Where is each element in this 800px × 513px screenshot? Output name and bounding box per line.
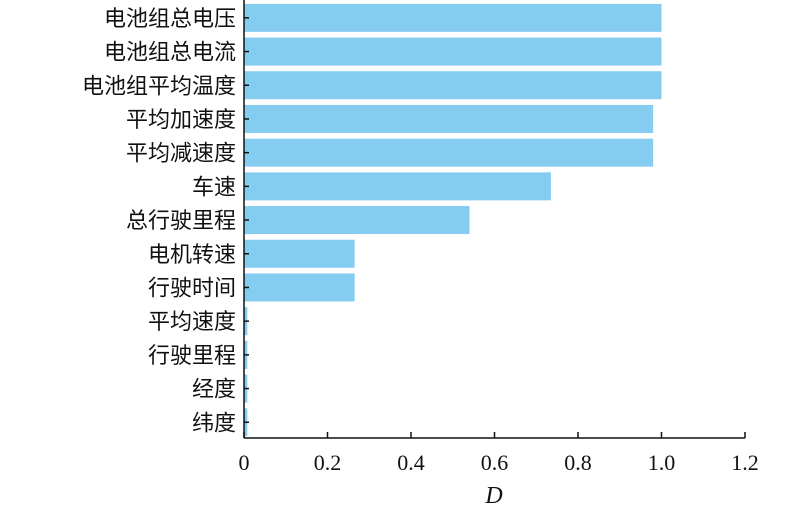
category-label-1: 电池组总电压 (104, 7, 236, 32)
x-ticks-group: 0 0.2 0.4 0.6 0.8 1.0 1.2 (239, 17, 759, 475)
x-tick-label-3: 0.4 (397, 450, 425, 475)
bar-4 (244, 104, 654, 133)
x-tick-label-4: 0.6 (481, 450, 509, 475)
x-tick-label-7: 1.2 (731, 450, 759, 475)
x-tick-label-6: 1.0 (648, 450, 676, 475)
category-labels-group: 电池组总电压电池组总电流电池组平均温度平均加速度平均减速度车速总行驶里程电机转速… (82, 7, 236, 436)
bar-5 (244, 138, 654, 167)
bar-8 (244, 239, 355, 268)
bar-6 (244, 172, 551, 201)
category-label-2: 电池组总电流 (104, 41, 236, 66)
bar-3 (244, 71, 662, 100)
bar-2 (244, 37, 662, 66)
bar-1 (244, 3, 662, 32)
x-tick-label-5: 0.8 (564, 450, 592, 475)
bar-9 (244, 273, 355, 302)
x-axis-title: D (484, 483, 502, 509)
category-label-5: 平均减速度 (126, 142, 236, 167)
category-label-10: 平均速度 (148, 310, 236, 335)
category-label-3: 电池组平均温度 (82, 74, 236, 99)
category-label-8: 电机转速 (148, 243, 236, 268)
x-tick-label-2: 0.2 (314, 450, 342, 475)
category-label-4: 平均加速度 (126, 108, 236, 133)
category-label-6: 车速 (192, 175, 236, 200)
bar-7 (244, 206, 470, 235)
category-label-12: 经度 (192, 378, 236, 403)
bars-group (244, 3, 662, 437)
category-label-9: 行驶时间 (148, 276, 236, 301)
category-label-7: 总行驶里程 (126, 209, 236, 234)
category-label-13: 纬度 (192, 411, 236, 436)
category-label-11: 行驶里程 (148, 344, 236, 369)
x-tick-label-1: 0 (239, 450, 250, 475)
